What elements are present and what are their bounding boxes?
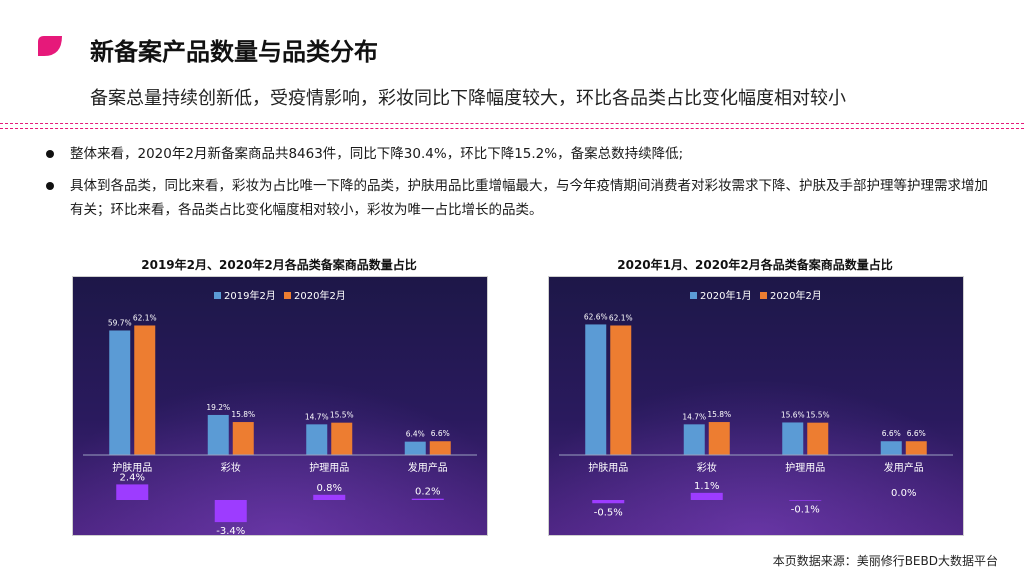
change-bar [116,484,149,500]
data-label: 62.1% [133,313,157,322]
legend-swatch [214,292,221,299]
page-subtitle: 备案总量持续创新低，受疫情影响，彩妆同比下降幅度较大，环比各品类占比变化幅度相对… [90,88,846,109]
data-label: 6.6% [882,429,901,438]
data-label: 15.5% [806,411,830,420]
bullet-list: 整体来看，2020年2月新备案商品共8463件，同比下降30.4%，环比下降15… [44,142,994,230]
bullet-dot-icon [46,182,54,190]
category-label: 彩妆 [221,461,241,474]
page-title: 新备案产品数量与品类分布 [90,38,378,66]
data-label: 15.6% [781,410,805,419]
bar [134,325,156,455]
bullet-item: 具体到各品类，同比来看，彩妆为占比唯一下降的品类，护肤用品比重增幅最大，与今年疫… [44,174,994,222]
bar [683,424,705,455]
bar [610,325,632,455]
chart-title-mom: 2020年1月、2020年2月各品类备案商品数量占比 [617,258,893,272]
category-label: 护肤用品 [112,461,152,474]
change-bar [789,500,822,501]
data-label: 19.2% [206,403,230,412]
legend-swatch [760,292,767,299]
bar [708,422,730,455]
category-label: 护理用品 [309,461,349,474]
data-label: 14.7% [682,412,706,421]
chart-panel-yoy: 2019年2月 2020年2月 59.7% 62.1% 护肤用品 2.4% 19.2% 15.… [72,276,488,536]
legend-label: 2019年2月 [224,289,276,302]
bar [109,330,131,455]
bar [232,422,254,455]
category-label: 彩妆 [697,461,717,474]
data-label: 6.6% [907,429,926,438]
chart-yoy: 2019年2月 2020年2月59.7%62.1%护肤用品2.4%19.2%15.… [73,277,487,535]
category-label: 护肤用品 [588,461,628,474]
change-bar [690,492,723,500]
legend-swatch [284,292,291,299]
bullet-dot-icon [46,150,54,158]
divider-line [0,128,1024,129]
change-label: 1.1% [694,481,719,492]
chart-title-yoy: 2019年2月、2020年2月各品类备案商品数量占比 [141,258,417,272]
data-label: 15.8% [231,410,255,419]
change-bar [313,494,346,500]
change-label: 0.8% [317,483,342,494]
change-bar [592,500,625,504]
bar [429,441,451,455]
brand-logo-icon [38,36,62,56]
bar [207,414,229,455]
change-label: 0.2% [415,487,440,498]
legend-label: 2020年1月 [700,289,752,302]
category-label: 发用产品 [408,461,448,474]
category-label: 发用产品 [884,461,924,474]
data-label: 6.6% [431,429,450,438]
bar [905,441,927,455]
data-label: 15.8% [707,410,731,419]
change-label: 2.4% [120,472,145,483]
data-label: 6.4% [406,430,425,439]
bar [585,324,607,455]
data-label: 62.1% [609,313,633,322]
change-label: -0.1% [791,505,820,516]
legend-label: 2020年2月 [770,289,822,302]
category-label: 护理用品 [785,461,825,474]
bar [807,422,829,455]
data-source-note: 本页数据来源：美丽修行BEBD大数据平台 [772,554,998,568]
legend-label: 2020年2月 [294,289,346,302]
legend-swatch [690,292,697,299]
bar [306,424,328,455]
bullet-text: 具体到各品类，同比来看，彩妆为占比唯一下降的品类，护肤用品比重增幅最大，与今年疫… [70,178,988,218]
bar [404,441,426,455]
data-label: 15.5% [330,411,354,420]
bullet-item: 整体来看，2020年2月新备案商品共8463件，同比下降30.4%，环比下降15… [44,142,994,166]
change-bar [411,498,444,500]
change-label: 0.0% [891,488,916,499]
data-label: 59.7% [108,318,132,327]
bullet-text: 整体来看，2020年2月新备案商品共8463件，同比下降30.4%，环比下降15… [70,146,684,162]
bar [782,422,804,455]
divider-line [0,123,1024,124]
data-label: 14.7% [305,412,329,421]
bar [331,422,353,455]
change-label: -3.4% [216,526,245,535]
change-bar [214,500,247,523]
data-label: 62.6% [584,312,608,321]
change-label: -0.5% [594,507,623,518]
chart-panel-mom: 2020年1月 2020年2月 62.6% 62.1% 护肤用品 -0.5% 14.7% 15… [548,276,964,536]
bar [880,441,902,455]
